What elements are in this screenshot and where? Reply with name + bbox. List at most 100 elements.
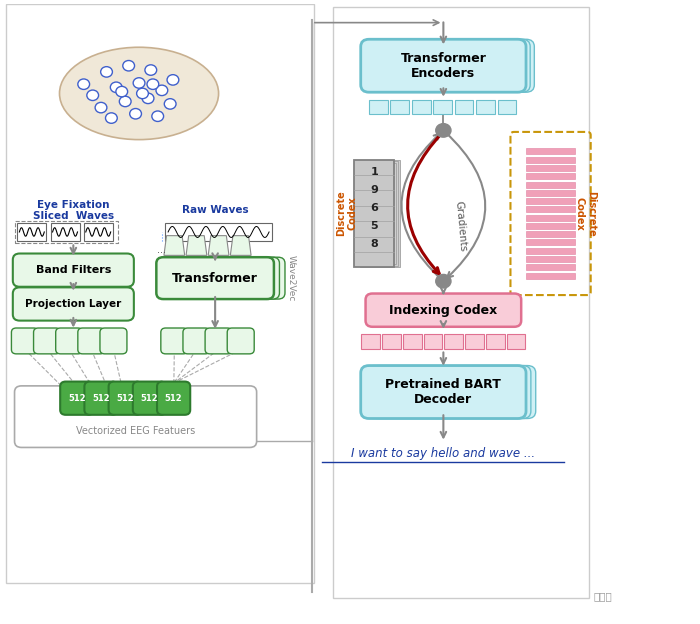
Bar (6, 4, 314, 583)
Text: 8: 8 (370, 239, 378, 249)
Bar (444, 334, 463, 349)
Circle shape (436, 275, 451, 288)
Bar (507, 334, 525, 349)
FancyBboxPatch shape (360, 39, 526, 92)
Circle shape (87, 90, 99, 100)
Circle shape (152, 111, 164, 122)
Bar (84, 223, 113, 241)
Text: Raw Waves: Raw Waves (182, 205, 248, 215)
FancyBboxPatch shape (157, 381, 190, 415)
Bar (526, 232, 575, 237)
Polygon shape (208, 236, 229, 255)
Text: Band Filters: Band Filters (36, 265, 111, 275)
Polygon shape (186, 236, 206, 255)
FancyBboxPatch shape (365, 366, 531, 419)
Bar (18, 223, 46, 241)
Text: 512: 512 (116, 394, 134, 402)
Text: Gradients: Gradients (454, 200, 468, 251)
Bar (361, 334, 380, 349)
FancyBboxPatch shape (167, 257, 285, 299)
Bar (466, 334, 484, 349)
Circle shape (116, 86, 127, 97)
Circle shape (78, 79, 90, 89)
FancyBboxPatch shape (78, 328, 105, 354)
Bar (433, 100, 452, 114)
Circle shape (136, 88, 148, 99)
Text: 512: 512 (141, 394, 158, 402)
Circle shape (156, 85, 168, 95)
FancyBboxPatch shape (34, 328, 60, 354)
FancyBboxPatch shape (56, 328, 83, 354)
FancyBboxPatch shape (15, 386, 257, 447)
Text: 9: 9 (370, 185, 378, 195)
Bar (455, 100, 473, 114)
Text: Wave2Vec: Wave2Vec (287, 255, 295, 301)
Bar (360, 160, 400, 267)
Bar (369, 100, 388, 114)
Text: 1: 1 (370, 167, 378, 177)
Bar (391, 100, 409, 114)
Text: Eye Fixation
Sliced  Waves: Eye Fixation Sliced Waves (33, 200, 114, 222)
Text: Vectorized EEG Featuers: Vectorized EEG Featuers (76, 426, 195, 436)
Ellipse shape (60, 47, 218, 140)
FancyBboxPatch shape (365, 293, 522, 327)
Text: 512: 512 (92, 394, 110, 402)
Text: 5: 5 (370, 221, 378, 231)
Circle shape (122, 61, 134, 71)
Bar (526, 273, 575, 278)
FancyBboxPatch shape (11, 328, 38, 354)
FancyBboxPatch shape (156, 257, 274, 299)
FancyBboxPatch shape (162, 257, 279, 299)
Text: Indexing Codex: Indexing Codex (389, 304, 498, 316)
Bar (486, 334, 505, 349)
FancyBboxPatch shape (183, 328, 210, 354)
Polygon shape (230, 236, 251, 255)
FancyBboxPatch shape (205, 328, 232, 354)
Circle shape (145, 65, 157, 76)
FancyBboxPatch shape (370, 366, 536, 419)
Bar (526, 265, 575, 270)
Bar (354, 160, 394, 267)
Text: I want to say hello and wave ...: I want to say hello and wave ... (351, 447, 536, 460)
Bar (412, 100, 430, 114)
Circle shape (106, 113, 118, 124)
Circle shape (130, 109, 141, 119)
Bar (424, 334, 442, 349)
Circle shape (167, 75, 178, 85)
Circle shape (95, 102, 107, 113)
Bar (498, 100, 517, 114)
Bar (382, 334, 401, 349)
FancyBboxPatch shape (161, 328, 188, 354)
FancyBboxPatch shape (85, 381, 118, 415)
Bar (526, 207, 575, 212)
Text: ...: ... (158, 245, 167, 255)
Bar (476, 100, 495, 114)
Text: Transformer
Encoders: Transformer Encoders (400, 52, 486, 80)
FancyBboxPatch shape (13, 253, 134, 287)
FancyBboxPatch shape (100, 328, 127, 354)
Bar (526, 182, 575, 188)
Text: 量子位: 量子位 (593, 592, 612, 602)
FancyBboxPatch shape (365, 39, 530, 92)
Bar (526, 165, 575, 171)
Text: Discrete
Codex: Discrete Codex (575, 190, 596, 236)
Text: Projection Layer: Projection Layer (25, 299, 122, 309)
Bar (526, 190, 575, 196)
Text: Pretrained BART
Decoder: Pretrained BART Decoder (386, 378, 501, 406)
FancyBboxPatch shape (360, 366, 526, 419)
Bar (526, 248, 575, 254)
Text: 6: 6 (370, 203, 378, 213)
Bar (526, 215, 575, 221)
Bar (526, 173, 575, 179)
Bar (403, 334, 421, 349)
Text: Discrete
Codex: Discrete Codex (336, 190, 357, 236)
FancyBboxPatch shape (369, 39, 534, 92)
Bar (526, 157, 575, 163)
Circle shape (111, 82, 122, 92)
FancyBboxPatch shape (133, 381, 166, 415)
Circle shape (133, 78, 145, 88)
Bar (526, 198, 575, 204)
Circle shape (119, 96, 131, 107)
Bar (526, 149, 575, 154)
FancyBboxPatch shape (228, 328, 254, 354)
